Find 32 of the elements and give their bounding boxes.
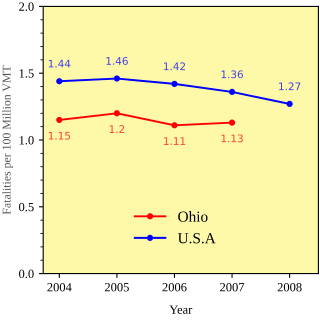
point	[171, 80, 178, 88]
x-tick-label: 2008	[278, 282, 302, 292]
data-label: 1.11	[164, 137, 186, 145]
x-tick-label: 2005	[104, 282, 129, 292]
x-tick-label: 2004	[47, 282, 72, 292]
data-label: 1.2	[110, 125, 124, 133]
data-label: 1.13	[222, 134, 243, 142]
y-tick-label: 1.5	[20, 69, 34, 78]
legend-label: Ohio	[178, 211, 208, 222]
point	[228, 120, 236, 126]
x-tick-label: 2007	[220, 282, 244, 292]
point	[56, 78, 62, 84]
point	[228, 88, 236, 96]
point	[56, 116, 62, 124]
data-label: 1.15	[48, 132, 70, 140]
point	[114, 110, 120, 116]
point	[286, 100, 293, 108]
data-label: 1.44	[48, 60, 70, 68]
data-label: 1.42	[164, 62, 186, 70]
y-tick-label: 0.5	[19, 202, 34, 212]
data-label: 1.36	[222, 70, 243, 78]
point	[114, 75, 120, 82]
y-tick-label: 1.0	[20, 136, 34, 145]
x-tick-label: 2006	[162, 282, 187, 292]
legend-label: U.S.A	[178, 233, 216, 244]
x-axis-title: Year	[169, 306, 192, 314]
data-label: 1.46	[106, 57, 128, 65]
y-tick-label: 0.0	[19, 270, 34, 278]
y-tick-label: 2.0	[19, 2, 34, 11]
data-label: 1.27	[279, 82, 300, 90]
point	[171, 122, 178, 128]
y-axis-title: Fatalities per 100 Million VMT	[2, 66, 13, 214]
